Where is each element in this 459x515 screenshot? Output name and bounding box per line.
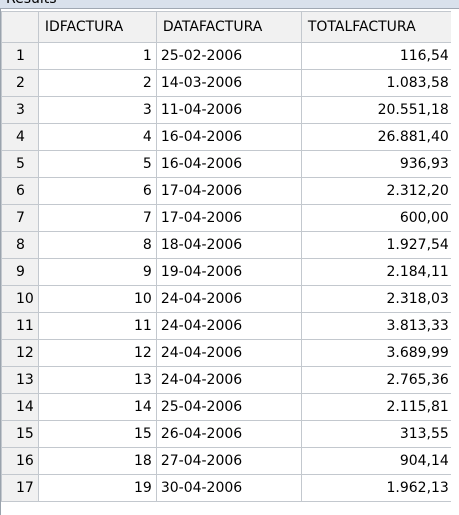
datafactura-cell[interactable]: 16-04-2006 bbox=[155, 123, 302, 151]
row-number-cell[interactable]: 14 bbox=[1, 393, 39, 421]
totalfactura-cell[interactable]: 2.184,11 bbox=[300, 258, 454, 286]
row-number-cell[interactable]: 15 bbox=[1, 420, 39, 448]
totalfactura-cell[interactable]: 2.765,36 bbox=[300, 366, 454, 394]
results-grid[interactable]: IDFACTURA DATAFACTURA TOTALFACTURA 1 1 25-… bbox=[0, 9, 459, 515]
table-row[interactable]: 8 8 18-04-2006 1.927,54 bbox=[1, 231, 454, 259]
totalfactura-cell[interactable]: 3.813,33 bbox=[300, 312, 454, 340]
row-number-cell[interactable]: 13 bbox=[1, 366, 39, 394]
column-header-datafactura[interactable]: DATAFACTURA bbox=[155, 11, 302, 43]
datafactura-cell[interactable]: 25-04-2006 bbox=[155, 393, 302, 421]
datafactura-cell[interactable]: 26-04-2006 bbox=[155, 420, 302, 448]
idfactura-cell[interactable]: 7 bbox=[37, 204, 157, 232]
table-row[interactable]: 3 3 11-04-2006 20.551,18 bbox=[1, 96, 454, 124]
totalfactura-cell[interactable]: 600,00 bbox=[300, 204, 454, 232]
row-number-cell[interactable]: 17 bbox=[1, 474, 39, 502]
table-row[interactable]: 6 6 17-04-2006 2.312,20 bbox=[1, 177, 454, 205]
datafactura-cell[interactable]: 24-04-2006 bbox=[155, 312, 302, 340]
row-number-cell[interactable]: 9 bbox=[1, 258, 39, 286]
table-body: 1 1 25-02-2006 116,54 2 2 14-03-2006 1.083,58 3 3… bbox=[1, 42, 454, 502]
results-panel-header: Results bbox=[0, 0, 459, 9]
grid-right-edge bbox=[451, 9, 459, 515]
totalfactura-cell[interactable]: 2.312,20 bbox=[300, 177, 454, 205]
row-number-cell[interactable]: 11 bbox=[1, 312, 39, 340]
row-number-cell[interactable]: 12 bbox=[1, 339, 39, 367]
row-number-cell[interactable]: 8 bbox=[1, 231, 39, 259]
datafactura-cell[interactable]: 25-02-2006 bbox=[155, 42, 302, 70]
datafactura-cell[interactable]: 16-04-2006 bbox=[155, 150, 302, 178]
datafactura-cell[interactable]: 19-04-2006 bbox=[155, 258, 302, 286]
table-row[interactable]: 4 4 16-04-2006 26.881,40 bbox=[1, 123, 454, 151]
table-row[interactable]: 5 5 16-04-2006 936,93 bbox=[1, 150, 454, 178]
totalfactura-cell[interactable]: 1.083,58 bbox=[300, 69, 454, 97]
table-row[interactable]: 16 18 27-04-2006 904,14 bbox=[1, 447, 454, 475]
idfactura-cell[interactable]: 4 bbox=[37, 123, 157, 151]
idfactura-cell[interactable]: 8 bbox=[37, 231, 157, 259]
table-row[interactable]: 7 7 17-04-2006 600,00 bbox=[1, 204, 454, 232]
idfactura-cell[interactable]: 9 bbox=[37, 258, 157, 286]
row-number-cell[interactable]: 5 bbox=[1, 150, 39, 178]
header-row: IDFACTURA DATAFACTURA TOTALFACTURA bbox=[1, 11, 454, 43]
idfactura-cell[interactable]: 3 bbox=[37, 96, 157, 124]
totalfactura-cell[interactable]: 1.962,13 bbox=[300, 474, 454, 502]
idfactura-cell[interactable]: 13 bbox=[37, 366, 157, 394]
totalfactura-cell[interactable]: 3.689,99 bbox=[300, 339, 454, 367]
totalfactura-cell[interactable]: 313,55 bbox=[300, 420, 454, 448]
column-header-totalfactura[interactable]: TOTALFACTURA bbox=[300, 11, 454, 43]
idfactura-cell[interactable]: 12 bbox=[37, 339, 157, 367]
idfactura-cell[interactable]: 19 bbox=[37, 474, 157, 502]
table-row[interactable]: 13 13 24-04-2006 2.765,36 bbox=[1, 366, 454, 394]
totalfactura-cell[interactable]: 26.881,40 bbox=[300, 123, 454, 151]
row-number-cell[interactable]: 2 bbox=[1, 69, 39, 97]
row-number-cell[interactable]: 3 bbox=[1, 96, 39, 124]
totalfactura-cell[interactable]: 904,14 bbox=[300, 447, 454, 475]
table-row[interactable]: 10 10 24-04-2006 2.318,03 bbox=[1, 285, 454, 313]
row-number-cell[interactable]: 4 bbox=[1, 123, 39, 151]
table-row[interactable]: 15 15 26-04-2006 313,55 bbox=[1, 420, 454, 448]
totalfactura-cell[interactable]: 20.551,18 bbox=[300, 96, 454, 124]
datafactura-cell[interactable]: 24-04-2006 bbox=[155, 366, 302, 394]
idfactura-cell[interactable]: 6 bbox=[37, 177, 157, 205]
datafactura-cell[interactable]: 30-04-2006 bbox=[155, 474, 302, 502]
totalfactura-cell[interactable]: 2.115,81 bbox=[300, 393, 454, 421]
table-row[interactable]: 1 1 25-02-2006 116,54 bbox=[1, 42, 454, 70]
totalfactura-cell[interactable]: 2.318,03 bbox=[300, 285, 454, 313]
row-number-cell[interactable]: 7 bbox=[1, 204, 39, 232]
totalfactura-cell[interactable]: 936,93 bbox=[300, 150, 454, 178]
table-row[interactable]: 12 12 24-04-2006 3.689,99 bbox=[1, 339, 454, 367]
datafactura-cell[interactable]: 27-04-2006 bbox=[155, 447, 302, 475]
table-row[interactable]: 14 14 25-04-2006 2.115,81 bbox=[1, 393, 454, 421]
totalfactura-cell[interactable]: 116,54 bbox=[300, 42, 454, 70]
idfactura-cell[interactable]: 18 bbox=[37, 447, 157, 475]
idfactura-cell[interactable]: 14 bbox=[37, 393, 157, 421]
datafactura-cell[interactable]: 11-04-2006 bbox=[155, 96, 302, 124]
datafactura-cell[interactable]: 24-04-2006 bbox=[155, 285, 302, 313]
datafactura-cell[interactable]: 14-03-2006 bbox=[155, 69, 302, 97]
row-number-header[interactable] bbox=[1, 11, 39, 43]
table-row[interactable]: 11 11 24-04-2006 3.813,33 bbox=[1, 312, 454, 340]
row-number-cell[interactable]: 16 bbox=[1, 447, 39, 475]
datafactura-cell[interactable]: 18-04-2006 bbox=[155, 231, 302, 259]
idfactura-cell[interactable]: 2 bbox=[37, 69, 157, 97]
row-number-cell[interactable]: 1 bbox=[1, 42, 39, 70]
datafactura-cell[interactable]: 17-04-2006 bbox=[155, 204, 302, 232]
column-header-idfactura[interactable]: IDFACTURA bbox=[37, 11, 157, 43]
table-row[interactable]: 9 9 19-04-2006 2.184,11 bbox=[1, 258, 454, 286]
row-number-cell[interactable]: 6 bbox=[1, 177, 39, 205]
table-row[interactable]: 17 19 30-04-2006 1.962,13 bbox=[1, 474, 454, 502]
datafactura-cell[interactable]: 24-04-2006 bbox=[155, 339, 302, 367]
totalfactura-cell[interactable]: 1.927,54 bbox=[300, 231, 454, 259]
results-table: IDFACTURA DATAFACTURA TOTALFACTURA 1 1 25-… bbox=[1, 11, 454, 502]
idfactura-cell[interactable]: 5 bbox=[37, 150, 157, 178]
idfactura-cell[interactable]: 15 bbox=[37, 420, 157, 448]
idfactura-cell[interactable]: 10 bbox=[37, 285, 157, 313]
idfactura-cell[interactable]: 1 bbox=[37, 42, 157, 70]
results-panel-title: Results bbox=[6, 0, 57, 7]
row-number-cell[interactable]: 10 bbox=[1, 285, 39, 313]
idfactura-cell[interactable]: 11 bbox=[37, 312, 157, 340]
datafactura-cell[interactable]: 17-04-2006 bbox=[155, 177, 302, 205]
table-row[interactable]: 2 2 14-03-2006 1.083,58 bbox=[1, 69, 454, 97]
